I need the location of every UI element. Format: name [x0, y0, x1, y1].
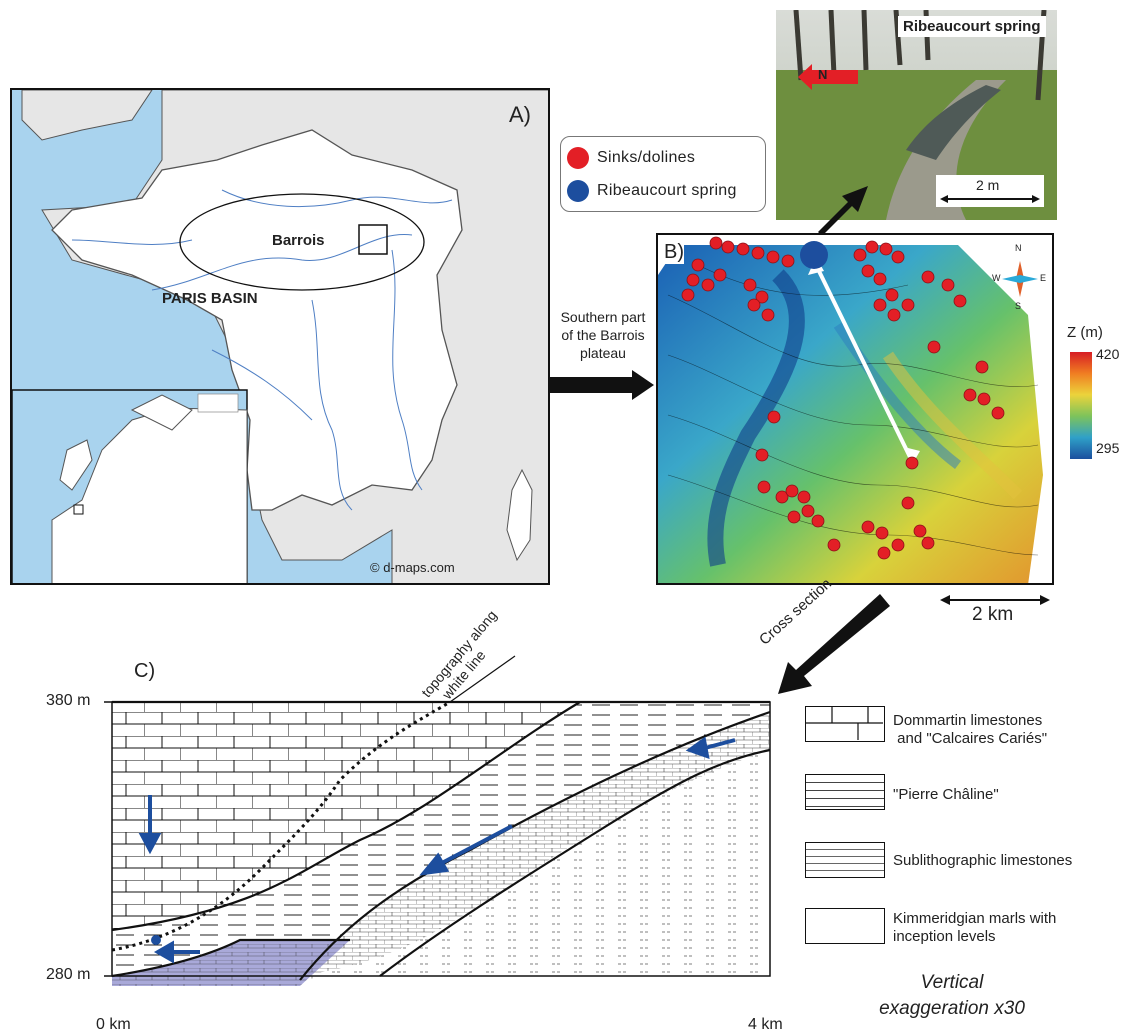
b-scale-label: 2 km: [972, 604, 1014, 625]
spring-dot-icon: [567, 180, 589, 202]
colorbar-min: 295: [1096, 440, 1120, 456]
map-credit: © d-maps.com: [370, 560, 455, 575]
north-label: N: [818, 67, 828, 82]
compass-n: N: [1015, 243, 1022, 253]
paris-basin-label: PARIS BASIN: [162, 290, 258, 307]
y-top-label: 380 m: [46, 692, 91, 709]
photo-scale-box: 2 m: [936, 175, 1044, 207]
legend-kimm: Kimmeridgian marls with inception levels: [893, 910, 1056, 946]
arrow-caption-line1: Southern part: [560, 309, 646, 325]
arrow-caption-line3: plateau: [580, 345, 626, 361]
colorbar: [1070, 352, 1092, 459]
compass-s: S: [1015, 301, 1022, 311]
panel-a-label: A): [509, 102, 531, 127]
arrow-caption: Southern part of the Barrois plateau: [550, 308, 656, 362]
b-scale-bar: [940, 595, 1050, 605]
panel-c-label: C): [134, 660, 156, 682]
legend-dommartin: Dommartin limestones and "Calcaires Cari…: [893, 712, 1047, 748]
spring-photo: Ribeaucourt spring N 2 m: [776, 10, 1057, 220]
photo-scale-label: 2 m: [976, 177, 1000, 193]
compass-w: W: [992, 273, 1001, 283]
swatch-pierre: [805, 774, 885, 810]
sink-dot-icon: [567, 147, 589, 169]
swatch-kimm: [805, 908, 885, 944]
compass-e: E: [1040, 273, 1047, 283]
arrow-b-to-photo: [818, 186, 868, 236]
swatch-dommartin: [805, 706, 885, 742]
arrow-caption-line2: of the Barrois: [561, 327, 645, 343]
swatch-sublitho: [805, 842, 885, 878]
arrow-a-to-b: [550, 370, 654, 400]
legend-kimm-line1: Kimmeridgian marls with: [893, 910, 1057, 927]
dots-legend: Sinks/dolines Ribeaucourt spring: [560, 136, 766, 212]
dem-panel-b: B) N S W E: [656, 233, 1054, 585]
map-panel-a: A) Barrois PARIS BASIN © d-maps.com: [10, 88, 550, 585]
legend-dommartin-line2: and "Calcaires Cariés": [893, 730, 1048, 747]
y-bottom-label: 280 m: [46, 966, 91, 983]
arrow-b-to-c: [778, 594, 890, 694]
colorbar-title: Z (m): [1067, 324, 1103, 341]
legend-spring: Ribeaucourt spring: [597, 182, 737, 199]
cross-section: [104, 655, 771, 986]
legend-sinks: Sinks/dolines: [597, 149, 696, 166]
colorbar-max: 420: [1096, 346, 1120, 362]
vertical-exaggeration: Vertical exaggeration x30: [852, 970, 1052, 1022]
x-left-label: 0 km: [96, 1016, 131, 1033]
legend-pierre: "Pierre Châline": [893, 786, 999, 803]
legend-kimm-line2: inception levels: [893, 928, 996, 945]
photo-title: Ribeaucourt spring: [898, 16, 1046, 37]
france-map: [12, 90, 548, 583]
north-arrow: [798, 64, 858, 90]
vert-line2: exaggeration x30: [879, 998, 1025, 1019]
barrois-label: Barrois: [272, 232, 325, 249]
legend-dommartin-line1: Dommartin limestones: [893, 712, 1043, 729]
legend-sublitho: Sublithographic limestones: [893, 852, 1073, 869]
x-right-label: 4 km: [748, 1016, 783, 1033]
vert-line1: Vertical: [920, 972, 984, 993]
panel-b-label: B): [664, 241, 684, 264]
